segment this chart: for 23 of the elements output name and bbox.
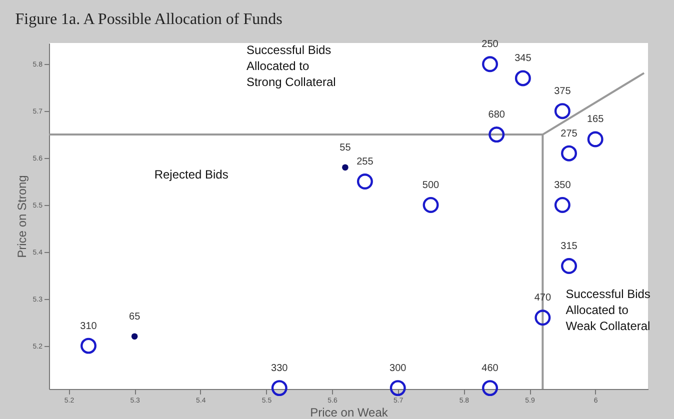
annotation: 310 xyxy=(80,320,98,332)
annotation: 65 xyxy=(129,311,141,322)
annotation: 500 xyxy=(422,180,440,191)
annotation: 680 xyxy=(488,110,506,121)
annotation: 255 xyxy=(356,156,374,168)
annotation: 165 xyxy=(586,114,604,126)
chart-title: Figure 1a. A Possible Allocation of Funds xyxy=(15,11,282,28)
annotation: 470 xyxy=(534,292,552,304)
annotation: Rejected Bids xyxy=(154,167,228,182)
annotation: 330 xyxy=(271,363,288,374)
annotation: Successful Bids Allocated to Strong Collateral xyxy=(246,43,336,90)
annotation: 55 xyxy=(340,142,352,154)
y-axis-title: Price on Strong xyxy=(14,175,29,258)
annotation: 315 xyxy=(560,241,578,252)
x-axis-title: Price on Weak xyxy=(310,406,389,419)
annotation: 350 xyxy=(554,180,572,191)
annotation: 250 xyxy=(482,39,499,50)
annotation: 460 xyxy=(482,363,499,374)
annotation: Successful Bids Allocated to Weak Collateral xyxy=(566,287,650,334)
annotation: 300 xyxy=(390,363,407,374)
annotation: 345 xyxy=(514,53,532,64)
annotation: 275 xyxy=(560,128,578,140)
annotation: 375 xyxy=(554,86,572,98)
